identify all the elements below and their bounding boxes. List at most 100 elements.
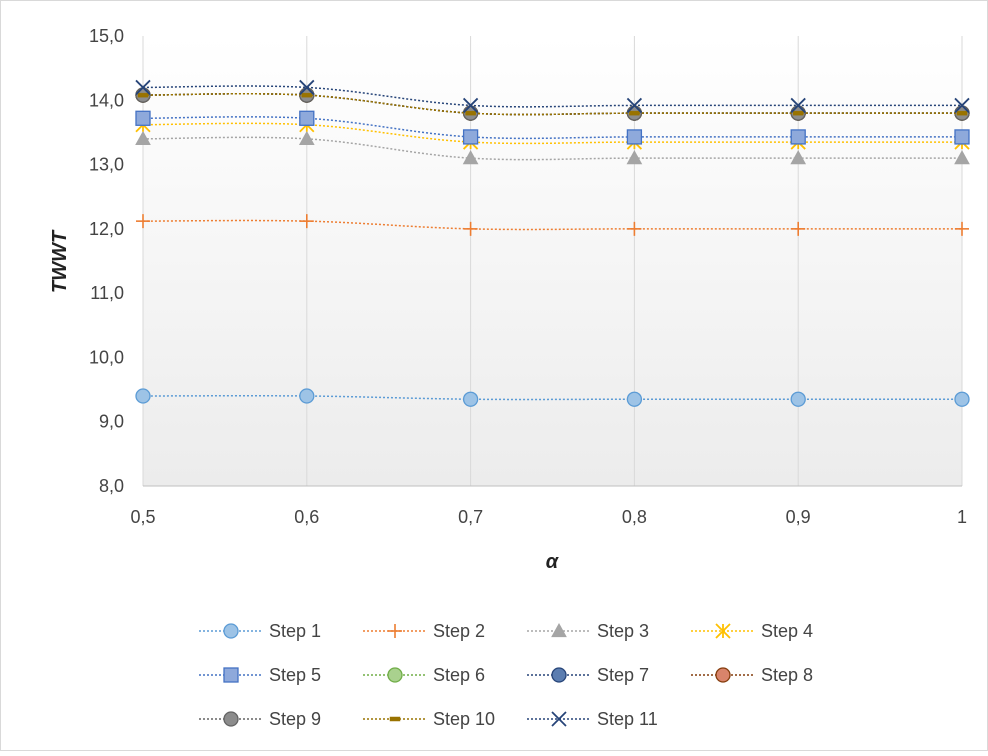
data-point [135, 110, 151, 126]
data-point [790, 150, 807, 165]
series-line [142, 92, 962, 116]
legend-item: Step 3 [527, 621, 649, 641]
series-line [142, 122, 962, 145]
y-tick-label: 12,0 [89, 219, 124, 239]
data-point [462, 97, 479, 114]
legend-label: Step 11 [597, 709, 658, 729]
series-10 [137, 92, 968, 116]
series-3 [135, 130, 970, 165]
data-point [626, 129, 643, 145]
legend-marker [387, 667, 403, 683]
legend-item: Step 7 [527, 665, 649, 685]
legend-item: Step 1 [199, 621, 321, 641]
data-point [299, 110, 315, 126]
data-point [954, 97, 970, 114]
data-point [136, 214, 150, 229]
legend-item: Step 5 [199, 665, 321, 685]
legend-item: Step 9 [199, 709, 321, 729]
legend-label: Step 10 [433, 709, 495, 729]
x-tick-label: 1 [957, 507, 967, 527]
series-11 [135, 79, 970, 114]
legend-marker [715, 623, 731, 639]
legend-label: Step 8 [761, 665, 813, 685]
data-point [955, 221, 969, 236]
legend-marker [389, 716, 401, 722]
marker-stroke [551, 711, 567, 727]
x-tick-label: 0,8 [622, 507, 647, 527]
marker-stroke [954, 97, 970, 114]
legend-marker [715, 667, 731, 683]
data-point [299, 214, 314, 229]
series-2 [136, 214, 969, 236]
series-line [142, 219, 962, 231]
x-tick-label: 0,6 [294, 507, 319, 527]
y-tick-label: 9,0 [99, 412, 124, 432]
x-axis-title: α [546, 551, 560, 573]
data-point [956, 110, 968, 116]
legend-item: Step 4 [691, 621, 813, 641]
data-point [626, 150, 643, 165]
legend-marker [551, 667, 567, 683]
marker-stroke [462, 97, 479, 114]
legend-label: Step 5 [269, 665, 321, 685]
marker-stroke [135, 79, 151, 96]
data-point [792, 110, 804, 116]
data-point [299, 388, 315, 404]
data-point [299, 79, 315, 96]
legend-label: Step 1 [269, 621, 321, 641]
x-tick-label: 0,7 [458, 507, 483, 527]
legend-marker [223, 623, 239, 639]
x-tick-label: 0,9 [786, 507, 811, 527]
series-layer [135, 79, 970, 407]
legend-marker [551, 622, 567, 638]
marker-stroke [626, 97, 643, 114]
legend-item: Step 2 [363, 621, 485, 641]
y-tick-label: 15,0 [89, 26, 124, 46]
legend-label: Step 4 [761, 621, 813, 641]
series-line [142, 136, 962, 161]
y-tick-label: 10,0 [89, 347, 124, 367]
series-line [142, 116, 962, 140]
data-point [629, 110, 640, 116]
legend-label: Step 3 [597, 621, 649, 641]
data-point [954, 129, 970, 145]
series-5 [135, 110, 970, 145]
data-point [462, 150, 479, 165]
y-tick-label: 14,0 [89, 90, 124, 110]
data-point [137, 92, 149, 98]
data-point [462, 391, 479, 407]
data-point [463, 221, 478, 236]
legend-item: Step 6 [363, 665, 485, 685]
data-point [954, 150, 970, 165]
legend-label: Step 2 [433, 621, 485, 641]
data-point [135, 79, 151, 96]
y-tick-label: 11,0 [90, 283, 124, 303]
data-point [627, 221, 642, 236]
marker-stroke [790, 97, 806, 114]
legend-label: Step 7 [597, 665, 649, 685]
data-point [790, 97, 806, 114]
data-point [790, 129, 806, 145]
data-point [462, 129, 479, 145]
plot-area-background [143, 36, 962, 486]
legend-marker [388, 624, 402, 638]
data-point [791, 221, 806, 236]
data-point [301, 92, 313, 98]
y-tick-labels: 8,0 9,0 10,0 11,0 12,0 13,0 14,0 15,0 [89, 26, 124, 496]
series-1 [135, 388, 970, 407]
x-tick-labels: 0,5 0,6 0,7 0,8 0,9 1 [130, 507, 967, 527]
legend-label: Step 6 [433, 665, 485, 685]
y-tick-label: 13,0 [89, 155, 124, 175]
data-point [135, 130, 151, 145]
marker-stroke [299, 79, 315, 96]
series-line [142, 85, 962, 108]
data-point [626, 97, 643, 114]
legend: Step 1 Step 2 Step 3 Step 4 Step 5 Step 6 Step… [199, 621, 813, 729]
series-line [142, 395, 962, 401]
legend-item: Step 11 [527, 709, 658, 729]
legend-marker [223, 667, 239, 683]
data-point [626, 391, 643, 407]
data-point [790, 391, 806, 407]
